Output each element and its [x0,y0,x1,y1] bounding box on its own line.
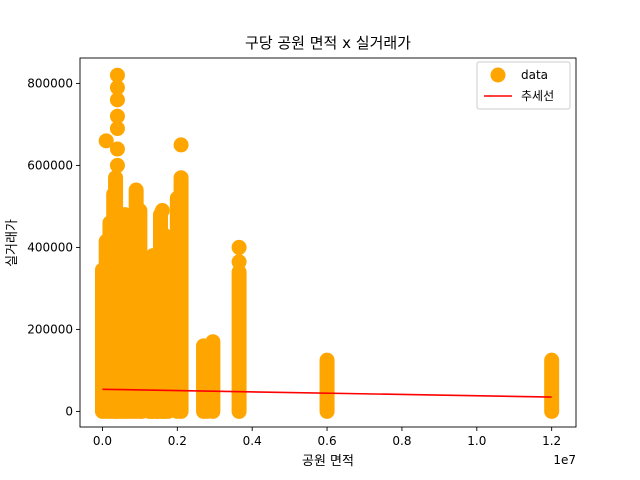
y-tick-label: 0 [65,404,73,418]
x-tick-label: 0.0 [93,434,112,448]
data-point [231,254,247,270]
y-axis-ticks: 0 200000 400000 600000 800000 [27,76,80,418]
data-point-column [231,264,247,419]
data-point-column [205,334,221,419]
legend: data 추세선 [476,61,571,110]
data-point [231,239,247,255]
data-point [109,67,125,83]
x-axis-offset-label: 1e7 [553,453,576,467]
plot-area [94,67,560,419]
y-tick-label: 800000 [27,76,73,90]
data-point-column [319,352,335,419]
y-tick-label: 600000 [27,158,73,172]
data-point [173,137,189,153]
data-point-column [173,170,189,419]
data-point [154,203,170,219]
y-tick-label: 200000 [27,322,73,336]
trend-line [102,388,552,398]
x-tick-label: 0.4 [243,434,262,448]
y-axis-title: 실거래가 [5,219,20,267]
data-point [109,92,125,108]
y-tick-label: 400000 [27,240,73,254]
data-point-column [544,352,560,419]
axes-frame [79,57,577,428]
x-tick-label: 0.8 [392,434,411,448]
data-point [109,121,125,137]
x-axis-ticks: 0.0 0.2 0.4 0.6 0.8 1.0 1.2 [93,427,561,448]
x-tick-label: 1.0 [467,434,486,448]
data-point [109,141,125,157]
data-point [98,133,114,149]
chart-title: 구당 공원 면적 x 실거래가 [245,34,411,52]
data-point [109,80,125,96]
x-axis-title: 공원 면적 [302,454,354,469]
x-tick-label: 0.6 [318,434,337,448]
x-tick-label: 1.2 [542,434,561,448]
legend-label-data: data [521,68,548,82]
legend-marker-data [490,67,506,83]
x-tick-label: 0.2 [168,434,187,448]
legend-label-trend: 추세선 [521,89,554,103]
data-point [109,108,125,124]
data-point [109,157,125,173]
